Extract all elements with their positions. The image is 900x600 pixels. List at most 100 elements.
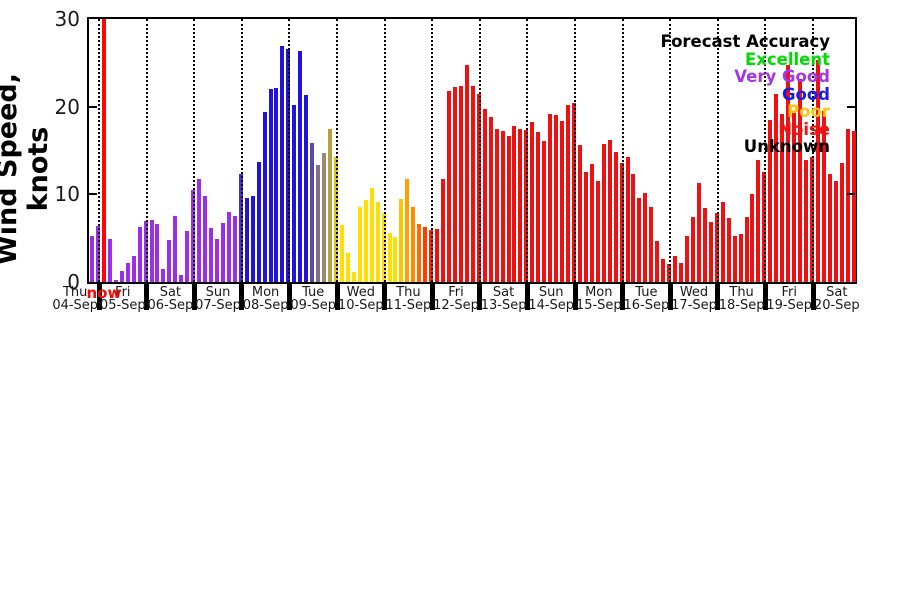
wind-speed-bar	[780, 113, 785, 282]
day-label: Thu	[396, 285, 421, 300]
midnight-tick	[667, 284, 673, 310]
midnight-tick	[382, 284, 388, 310]
wind-speed-bar	[464, 64, 469, 282]
midnight-tick	[524, 284, 530, 310]
wind-speed-bar	[316, 164, 321, 282]
wind-speed-bar	[429, 230, 434, 282]
midnight-gridline	[383, 19, 386, 282]
day-label: Thu	[729, 285, 754, 300]
day-label: Wed	[346, 285, 375, 300]
now-line	[101, 19, 107, 282]
wind-speed-bar	[762, 171, 767, 282]
day-label: Sun	[205, 285, 231, 300]
wind-speed-bar	[506, 135, 511, 282]
plot-area	[87, 17, 857, 284]
midnight-tick	[572, 284, 578, 310]
wind-speed-bar	[155, 224, 160, 282]
wind-speed-bar	[607, 139, 612, 282]
wind-speed-bar	[393, 237, 398, 282]
wind-speed-bar	[458, 85, 463, 282]
wind-speed-bar	[827, 174, 832, 282]
wind-speed-bar	[268, 89, 273, 282]
wind-speed-bar	[90, 236, 94, 282]
midnight-gridline	[240, 19, 243, 282]
wind-speed-bar	[500, 131, 505, 282]
midnight-gridline	[574, 19, 576, 282]
legend-entry: Noise	[778, 119, 830, 139]
y-axis-tick	[89, 105, 97, 108]
wind-speed-bar	[345, 253, 350, 282]
date-label: 19-Sep	[766, 298, 813, 313]
wind-speed-bar	[357, 207, 362, 282]
wind-speed-bar	[601, 144, 606, 282]
midnight-gridline	[478, 19, 481, 282]
wind-speed-bar	[595, 181, 600, 282]
wind-speed-bar	[339, 225, 344, 282]
day-label: Fri	[781, 285, 797, 300]
wind-speed-bar	[809, 156, 814, 282]
midnight-gridline	[716, 19, 719, 282]
y-tick-label: 30	[54, 7, 80, 31]
day-label: Sat	[159, 285, 182, 300]
day-label: Mon	[585, 285, 613, 300]
y-tick-label: 10	[54, 182, 80, 207]
day-label: Wed	[679, 285, 709, 300]
wind-speed-bar	[113, 280, 118, 282]
wind-speed-bar	[328, 129, 332, 282]
wind-speed-bar	[667, 263, 672, 282]
wind-speed-bar	[137, 226, 142, 282]
wind-speed-bar	[322, 153, 327, 282]
wind-speed-bar	[220, 223, 225, 282]
y-tick-label: 0	[67, 270, 80, 294]
wind-speed-bar	[417, 224, 422, 282]
date-label: 05-Sep	[99, 298, 146, 313]
midnight-gridline	[431, 19, 434, 282]
wind-speed-bar	[381, 212, 386, 282]
midnight-gridline	[193, 19, 196, 282]
midnight-tick	[286, 284, 292, 310]
wind-speed-bar	[524, 130, 529, 282]
wind-speed-bar	[518, 129, 523, 282]
midnight-tick	[762, 284, 768, 310]
wind-speed-bar	[447, 90, 451, 282]
wind-speed-bar	[542, 140, 547, 282]
wind-speed-bar	[488, 117, 493, 282]
wind-speed-bar	[583, 171, 588, 282]
wind-speed-bar	[369, 188, 374, 282]
midnight-tick	[239, 284, 245, 310]
wind-speed-bar	[476, 94, 481, 282]
wind-speed-bar	[750, 194, 755, 282]
wind-speed-bar	[435, 228, 440, 282]
wind-speed-bar	[304, 95, 309, 282]
midnight-tick	[810, 284, 816, 310]
date-label: 06-Sep	[147, 298, 194, 313]
wind-speed-bar	[655, 240, 660, 282]
wind-speed-bar	[560, 120, 565, 282]
y-axis-label: Wind Speed, knots	[0, 73, 54, 265]
wind-speed-bar	[798, 78, 803, 282]
wind-speed-bar	[696, 182, 701, 282]
wind-speed-bar	[363, 199, 368, 282]
wind-speed-bar	[679, 262, 684, 282]
wind-speed-bar	[512, 125, 517, 282]
midnight-tick	[144, 284, 150, 310]
midnight-tick	[191, 284, 197, 310]
wind-speed-bar	[661, 259, 666, 282]
wind-speed-bar	[351, 272, 356, 282]
midnight-tick	[96, 284, 102, 310]
midnight-gridline	[288, 19, 291, 282]
day-label: Thu	[62, 285, 88, 300]
midnight-gridline	[812, 19, 814, 282]
wind-speed-bar	[845, 129, 850, 282]
wind-speed-bar	[554, 114, 559, 282]
wind-speed-bar	[768, 119, 773, 282]
wind-speed-bar	[619, 162, 624, 282]
wind-speed-bar	[482, 109, 487, 282]
midnight-gridline	[336, 19, 338, 282]
wind-speed-bar	[726, 218, 731, 282]
wind-speed-bar	[690, 217, 695, 282]
y-axis-tick	[847, 105, 855, 108]
wind-speed-bar	[214, 239, 219, 282]
date-label: 07-Sep	[195, 298, 241, 313]
